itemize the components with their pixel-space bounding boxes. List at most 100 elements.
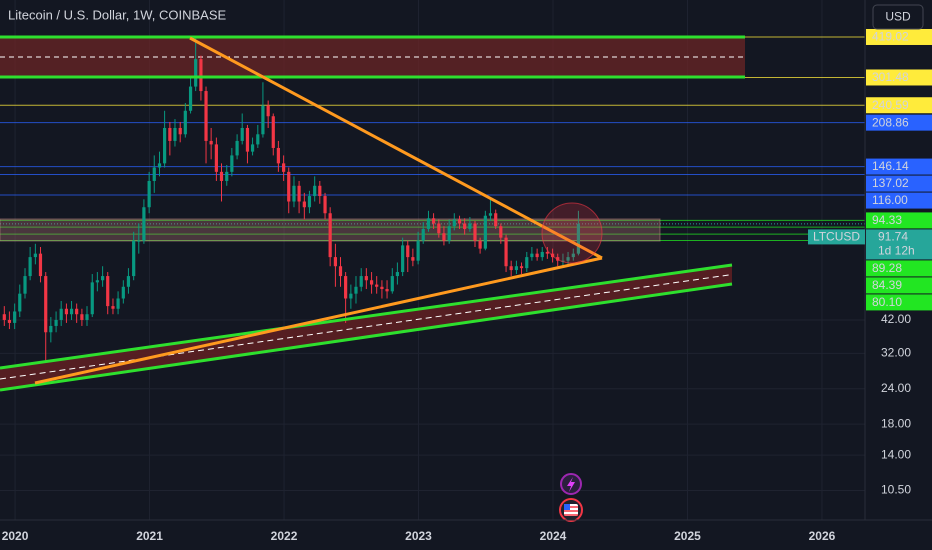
candle-body bbox=[457, 219, 462, 224]
level-label-bg bbox=[866, 114, 932, 131]
candle-body bbox=[566, 257, 570, 261]
candle-body bbox=[499, 226, 503, 238]
candle-body bbox=[302, 201, 306, 208]
candle-body bbox=[385, 289, 389, 292]
candle-body bbox=[349, 293, 353, 299]
candle-body bbox=[576, 223, 581, 254]
currency-button[interactable] bbox=[872, 4, 924, 30]
candle-body bbox=[401, 245, 405, 273]
level-label: 419.02 bbox=[872, 30, 909, 44]
candle-body bbox=[90, 282, 94, 315]
candle-body bbox=[250, 144, 255, 152]
candle-body bbox=[344, 276, 348, 299]
candle-body bbox=[437, 223, 441, 234]
candle-body bbox=[106, 276, 110, 307]
candle-body bbox=[494, 213, 498, 227]
candle-body bbox=[426, 218, 431, 229]
candle-body bbox=[514, 266, 519, 271]
candle-body bbox=[545, 251, 549, 254]
candle-body bbox=[28, 257, 32, 277]
candle-body bbox=[59, 308, 63, 320]
candle-body bbox=[447, 226, 451, 241]
candle-body bbox=[64, 308, 69, 315]
level-label: 301.48 bbox=[872, 70, 909, 84]
candle-body bbox=[7, 319, 12, 323]
candle-body bbox=[282, 163, 286, 172]
candle-body bbox=[85, 314, 89, 320]
candle-body bbox=[535, 253, 539, 258]
y-tick-label: 42.00 bbox=[881, 312, 911, 326]
candle-body bbox=[442, 233, 446, 241]
candle-body bbox=[488, 213, 493, 216]
candle-body bbox=[188, 86, 193, 111]
candle-body bbox=[132, 240, 136, 277]
level-label-bg bbox=[866, 260, 932, 277]
level-label-bg bbox=[866, 175, 932, 192]
candle-body bbox=[375, 284, 379, 287]
candle-body bbox=[525, 257, 529, 269]
candle-body bbox=[121, 286, 125, 299]
candle-body bbox=[256, 134, 260, 145]
highlight-circle bbox=[541, 202, 603, 264]
candle-body bbox=[235, 140, 239, 156]
candle-body bbox=[483, 215, 487, 249]
trendline-lower bbox=[34, 256, 603, 385]
level-label-bg bbox=[866, 28, 932, 45]
x-tick-label: 2020 bbox=[2, 529, 29, 543]
candle-body bbox=[240, 127, 244, 141]
y-tick-label: 24.00 bbox=[881, 381, 911, 395]
candle-body bbox=[416, 240, 420, 261]
candle-body bbox=[421, 228, 425, 241]
candle-body bbox=[38, 253, 43, 277]
candle-body bbox=[540, 251, 544, 258]
candle-body bbox=[214, 144, 218, 172]
level-label: 84.39 bbox=[872, 278, 902, 292]
level-label-bg bbox=[866, 294, 932, 311]
candle-body bbox=[411, 257, 415, 261]
candle-body bbox=[18, 293, 22, 312]
candle-body bbox=[369, 280, 374, 285]
candle-body bbox=[137, 240, 141, 242]
x-tick-label: 2025 bbox=[674, 529, 701, 543]
level-label-bg bbox=[866, 97, 932, 114]
candle-body bbox=[519, 266, 524, 269]
trendline-upper bbox=[189, 36, 603, 260]
candle-body bbox=[478, 240, 482, 249]
candle-body bbox=[431, 218, 436, 224]
candle-body bbox=[2, 314, 6, 320]
level-label-bg bbox=[866, 69, 932, 86]
level-label: 80.10 bbox=[872, 295, 902, 309]
candle-body bbox=[452, 219, 456, 227]
candle-body bbox=[147, 180, 151, 208]
candle-body bbox=[509, 266, 513, 271]
level-label: 89.28 bbox=[872, 261, 902, 275]
candle-body bbox=[49, 325, 53, 333]
candle-body bbox=[390, 276, 394, 292]
candle-body bbox=[292, 185, 296, 202]
candle-body bbox=[101, 276, 105, 281]
candle-body bbox=[54, 319, 58, 326]
channel-fill bbox=[0, 265, 732, 390]
candle-body bbox=[152, 167, 156, 181]
zones bbox=[0, 37, 745, 390]
level-label: 146.14 bbox=[872, 159, 909, 173]
candle-body bbox=[266, 105, 270, 117]
chart-title: Litecoin / U.S. Dollar, 1W, COINBASE bbox=[8, 7, 227, 22]
candle-body bbox=[80, 314, 84, 320]
candle-body bbox=[328, 213, 332, 258]
candle-body bbox=[406, 245, 410, 258]
candle-body bbox=[530, 253, 534, 258]
candle-body bbox=[157, 163, 162, 168]
candle-body bbox=[178, 127, 182, 135]
candle-body bbox=[463, 223, 467, 229]
level-label-bg bbox=[866, 212, 932, 229]
candle-body bbox=[307, 196, 312, 208]
candle-body bbox=[468, 223, 472, 229]
symbol-tag: LTCUSD bbox=[813, 230, 860, 244]
candle-body bbox=[297, 185, 301, 202]
last-price-bg bbox=[866, 229, 932, 260]
candle-body bbox=[313, 185, 317, 197]
x-tick-label: 2026 bbox=[809, 529, 836, 543]
candle-body bbox=[126, 276, 131, 287]
candle-body bbox=[69, 308, 74, 315]
